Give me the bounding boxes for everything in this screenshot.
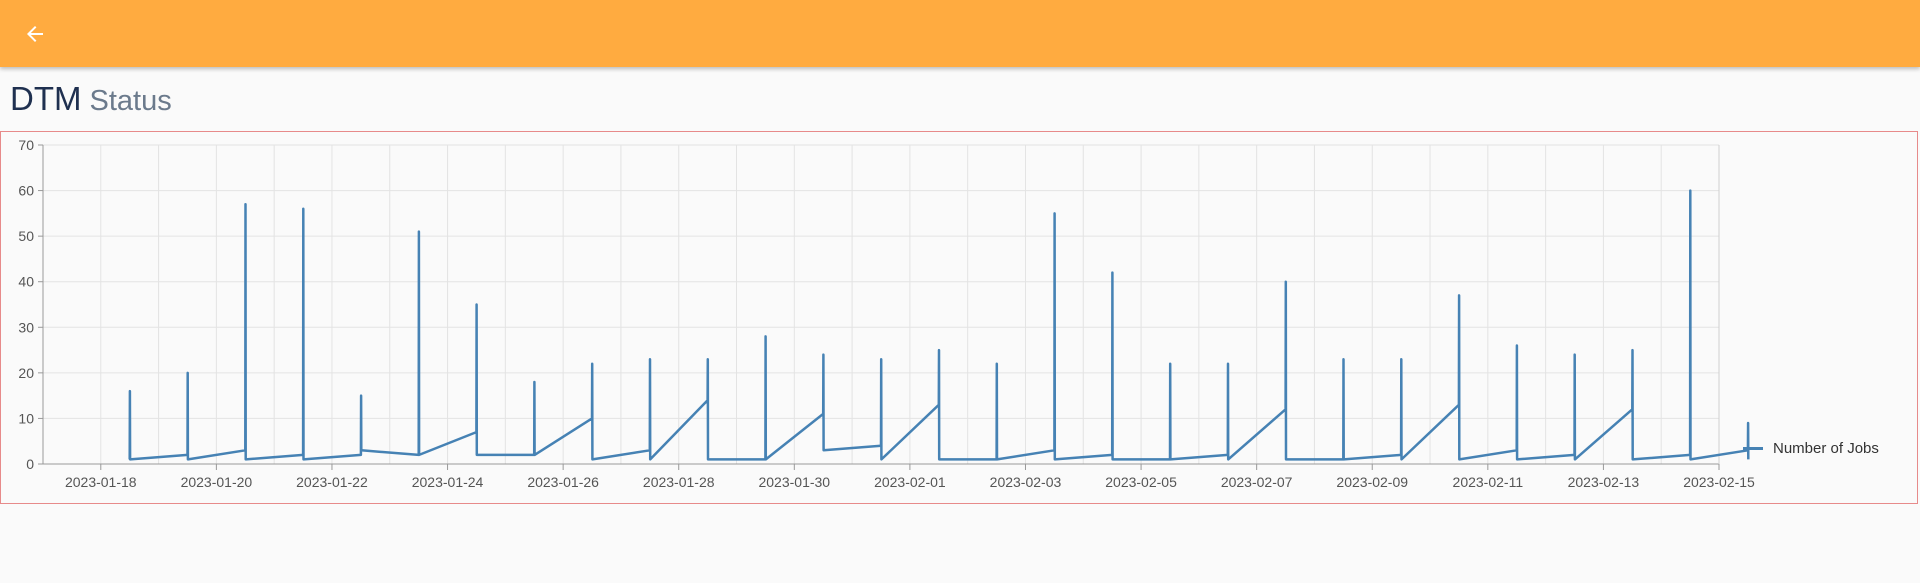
page-subtitle: Status <box>89 85 172 117</box>
x-tick-label: 2023-01-26 <box>527 474 599 490</box>
x-tick-label: 2023-01-24 <box>412 474 484 490</box>
y-tick-label: 10 <box>18 410 34 426</box>
x-tick-label: 2023-02-15 <box>1683 474 1755 490</box>
line-chart: 0 10 20 30 40 50 60 70 2023-01-18 2023-01-20 2023-… <box>18 137 1755 490</box>
series-line <box>128 189 1750 461</box>
legend-label: Number of Jobs <box>1773 440 1879 457</box>
x-tick-label: 2023-02-01 <box>874 474 946 490</box>
page-title: DTM <box>10 80 82 117</box>
x-tick-label: 2023-02-09 <box>1336 474 1408 490</box>
chart-legend[interactable]: Number of Jobs <box>1743 440 1879 457</box>
y-tick-label: 50 <box>18 228 34 244</box>
page-heading: DTM Status <box>10 80 172 122</box>
x-tick-label: 2023-01-30 <box>758 474 830 490</box>
x-tick-label: 2023-01-20 <box>181 474 253 490</box>
x-tick-label: 2023-01-18 <box>65 474 137 490</box>
y-tick-label: 20 <box>18 365 34 381</box>
app-bar <box>0 0 1920 67</box>
y-tick-label: 30 <box>18 319 34 335</box>
x-tick-label: 2023-02-03 <box>990 474 1062 490</box>
y-tick-label: 60 <box>18 183 34 199</box>
x-tick-label: 2023-02-11 <box>1453 474 1524 490</box>
chart-container: 0 10 20 30 40 50 60 70 2023-01-18 2023-01-20 2023-… <box>0 131 1918 504</box>
x-tick-label: 2023-02-07 <box>1221 474 1293 490</box>
y-tick-label: 40 <box>18 274 34 290</box>
arrow-left-icon <box>27 26 43 42</box>
legend-swatch <box>1743 447 1763 450</box>
y-tick-label: 70 <box>18 137 34 153</box>
x-tick-label: 2023-02-05 <box>1105 474 1177 490</box>
x-tick-label: 2023-01-22 <box>296 474 368 490</box>
back-button[interactable] <box>18 17 52 51</box>
x-tick-label: 2023-01-28 <box>643 474 715 490</box>
x-tick-label: 2023-02-13 <box>1568 474 1640 490</box>
y-tick-label: 0 <box>26 456 34 472</box>
